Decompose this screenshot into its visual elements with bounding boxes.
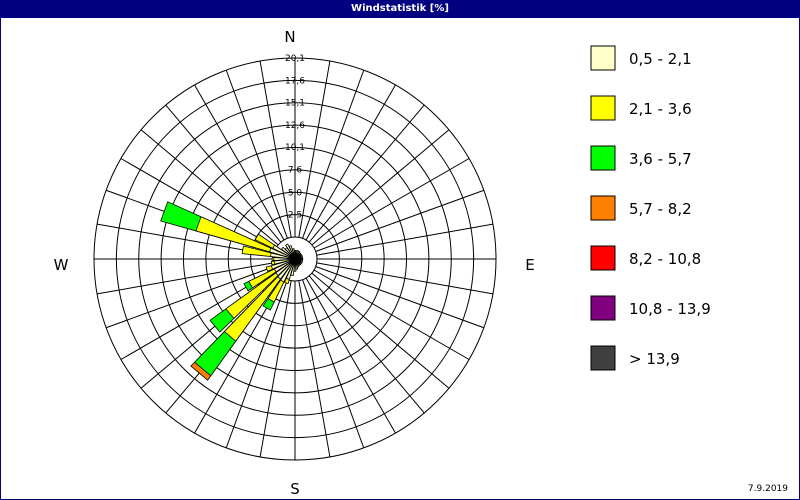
legend-swatch — [590, 345, 616, 371]
polar-grid — [93, 57, 497, 461]
legend-label: 3,6 - 5,7 — [629, 150, 692, 168]
grid-spoke — [140, 129, 279, 246]
legend-label: 5,7 - 8,2 — [629, 200, 692, 218]
chart-title: Windstatistik [%] — [0, 0, 800, 18]
grid-spoke — [298, 280, 331, 458]
radial-tick-label: 2,5 — [288, 211, 302, 221]
grid-spoke — [308, 104, 425, 243]
grid-spoke — [305, 84, 396, 241]
wind-sectors — [160, 201, 304, 381]
wind-sector-segment — [223, 258, 296, 342]
radial-tick-label: 20,1 — [285, 54, 305, 64]
grid-spoke — [313, 158, 470, 249]
legend-label: 10,8 - 13,9 — [629, 300, 711, 318]
date-stamp: 7.9.2019 — [747, 484, 788, 494]
grid-spoke — [298, 60, 331, 238]
grid-spoke — [165, 104, 282, 243]
legend-swatch — [590, 145, 616, 171]
radial-tick-label: 15,1 — [285, 99, 305, 109]
grid-spoke — [259, 60, 292, 238]
grid-spoke — [259, 280, 292, 458]
legend-swatch — [590, 95, 616, 121]
radial-tick-label: 7,6 — [288, 165, 303, 175]
grid-spoke — [305, 277, 396, 434]
radial-tick-label: 12,6 — [285, 121, 305, 131]
legend-swatch — [590, 195, 616, 221]
grid-spoke — [96, 262, 274, 295]
grid-spoke — [311, 129, 450, 246]
legend-swatch — [590, 295, 616, 321]
legend-swatch — [590, 45, 616, 71]
wind-sector-segment — [291, 248, 296, 260]
legend-swatch — [590, 245, 616, 271]
grid-spoke — [316, 223, 494, 256]
grid-spoke — [302, 279, 365, 449]
radial-tick-label: 17,6 — [285, 76, 305, 86]
grid-spoke — [302, 69, 365, 239]
legend: 0,5 - 2,1 2,1 - 3,6 3,6 - 5,7 5,7 - 8,2 8,2 … — [590, 45, 711, 371]
grid-spoke — [308, 275, 425, 414]
radial-tick-label: 10,1 — [285, 143, 305, 153]
radial-tick-label: 5,0 — [288, 188, 303, 198]
grid-spoke — [311, 272, 450, 389]
legend-label: 0,5 - 2,1 — [629, 50, 692, 68]
radial-ticks: 2,5 5,0 7,6 10,1 12,6 15,1 17,6 20,1 — [285, 54, 305, 221]
grid-spoke — [225, 69, 288, 239]
legend-label: 2,1 - 3,6 — [629, 100, 692, 118]
legend-label: > 13,9 — [629, 350, 680, 368]
compass-north: N — [284, 28, 295, 46]
grid-spoke — [313, 269, 470, 360]
grid-spoke — [315, 266, 485, 329]
grid-spoke — [105, 266, 275, 329]
wind-sector-segment — [195, 216, 296, 260]
compass-east: E — [525, 256, 534, 274]
grid-spoke — [315, 189, 485, 252]
legend-label: 8,2 - 10,8 — [629, 250, 701, 268]
grid-spoke — [120, 158, 277, 249]
grid-spoke — [316, 262, 494, 295]
compass-west: W — [54, 256, 69, 274]
compass-south: S — [290, 480, 300, 498]
grid-spoke — [225, 279, 288, 449]
grid-spoke — [194, 84, 285, 241]
